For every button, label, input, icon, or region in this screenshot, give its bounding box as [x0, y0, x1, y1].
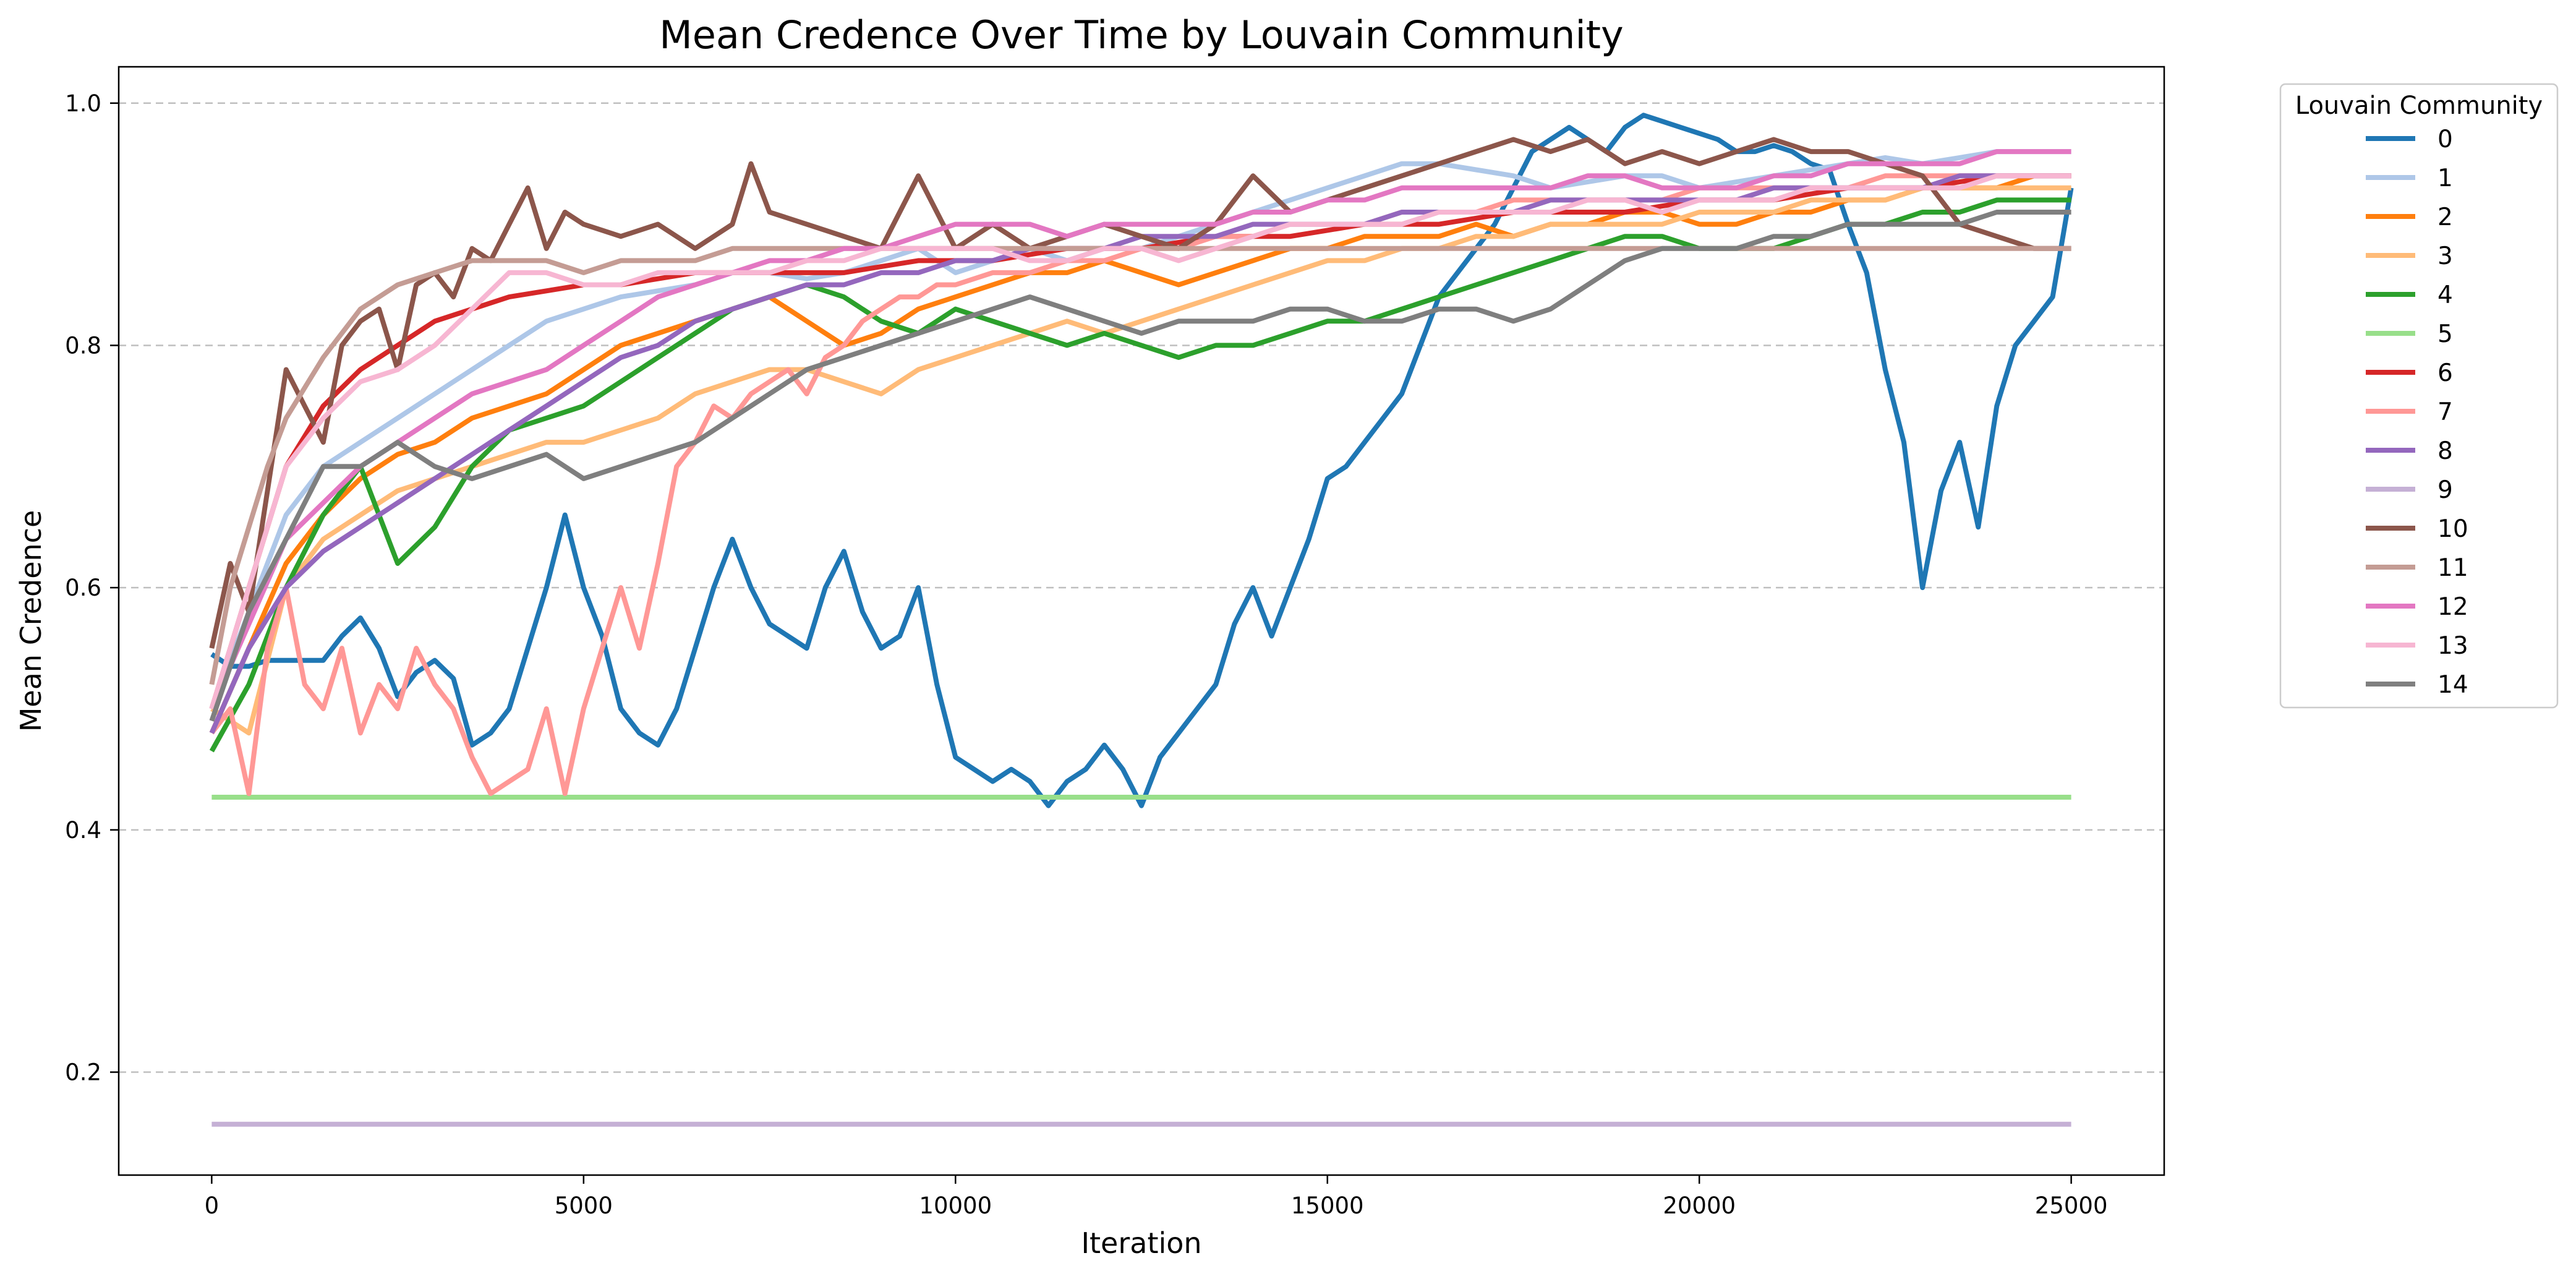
x-tick-label-20000: 20000	[1663, 1192, 1736, 1219]
y-gridlines	[119, 102, 2164, 1073]
series-line-2	[209, 173, 2071, 734]
chart-title: Mean Credence Over Time by Louvain Commu…	[659, 12, 1623, 58]
legend-label-1: 1	[2437, 165, 2453, 192]
y-tick-label-0.2: 0.2	[65, 1059, 101, 1086]
series-line-11	[209, 246, 2071, 685]
series-line-3	[210, 185, 2071, 736]
legend-label-2: 2	[2437, 203, 2453, 231]
legend-label-0: 0	[2437, 126, 2453, 153]
legend-label-8: 8	[2437, 437, 2453, 465]
series-line-10	[209, 137, 2071, 649]
series-lines	[209, 113, 2074, 1127]
series-line-14	[209, 210, 2071, 722]
y-tick-label-0.6: 0.6	[65, 575, 101, 601]
series-line-13	[209, 173, 2071, 710]
y-tick-label-0.8: 0.8	[65, 332, 101, 359]
x-tick-label-0: 0	[205, 1192, 220, 1219]
legend-label-6: 6	[2437, 359, 2453, 387]
y-tick-label-0.4: 0.4	[65, 817, 101, 844]
x-axis-label: Iteration	[1081, 1226, 1201, 1260]
series-line-0	[210, 113, 2074, 808]
legend-label-10: 10	[2437, 515, 2468, 543]
legend-label-11: 11	[2437, 554, 2468, 582]
legend-label-4: 4	[2437, 281, 2453, 309]
legend-label-9: 9	[2437, 476, 2453, 504]
legend-label-14: 14	[2437, 671, 2468, 699]
legend-label-3: 3	[2437, 242, 2453, 270]
y-axis-label: Mean Credence	[14, 510, 48, 732]
legend-frame	[2279, 83, 2559, 709]
legend-title: Louvain Community	[2295, 92, 2543, 120]
legend-label-12: 12	[2437, 593, 2468, 621]
series-line-12	[209, 149, 2071, 710]
legend-label-13: 13	[2437, 632, 2468, 660]
x-tick-label-5000: 5000	[555, 1192, 613, 1219]
y-tick-label-1.0: 1.0	[65, 90, 101, 117]
x-tick-label-15000: 15000	[1291, 1192, 1364, 1219]
x-tick-label-25000: 25000	[2035, 1192, 2108, 1219]
plot-frame	[117, 66, 2165, 1176]
axes: 0 5000 10000 15000 20000 25000 0.2 0.4 0.6 0.8 1.0	[65, 90, 2107, 1219]
x-tick-label-10000: 10000	[919, 1192, 992, 1219]
legend-label-5: 5	[2437, 320, 2453, 348]
legend-label-7: 7	[2437, 398, 2453, 426]
